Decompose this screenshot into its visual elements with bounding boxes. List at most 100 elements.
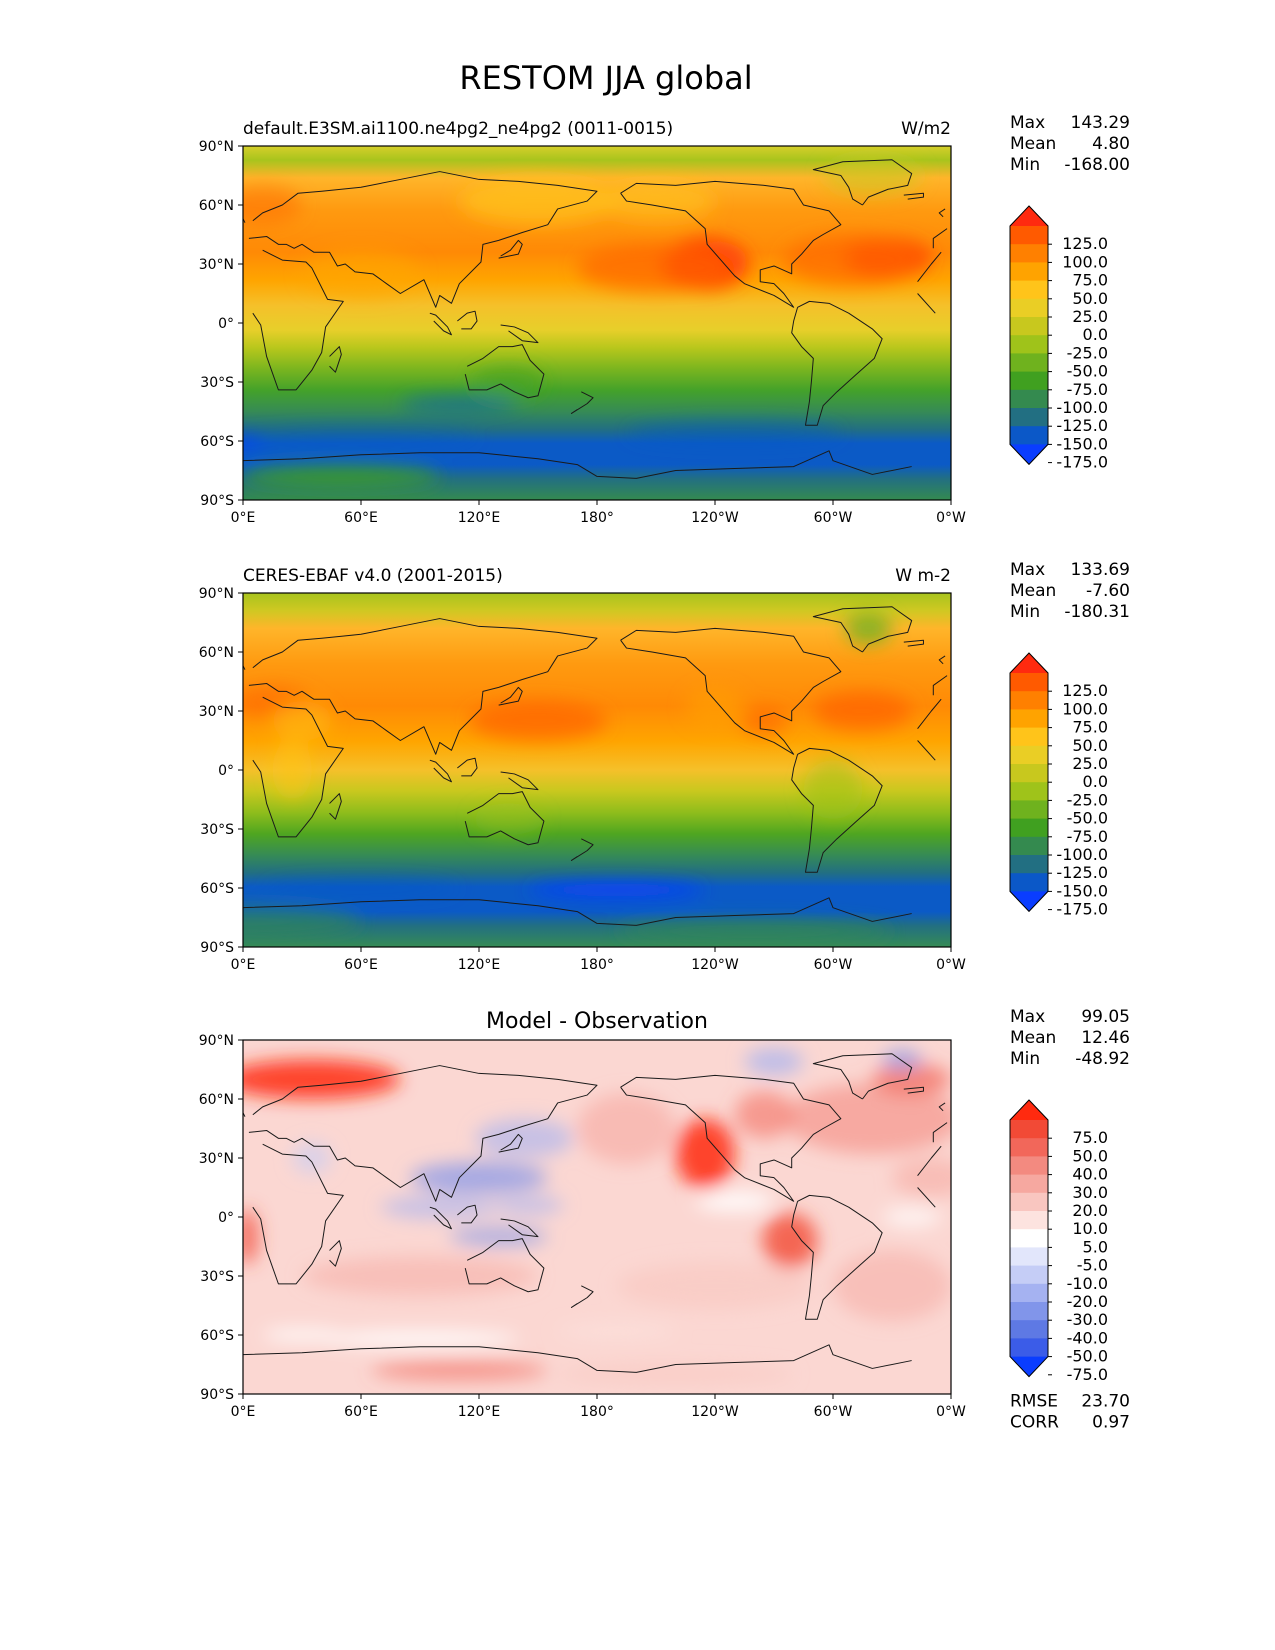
colorbar-segment [1010, 727, 1048, 747]
coastline-nz [570, 391, 594, 414]
y-tick-label: 30°N [199, 704, 234, 720]
colorbar-segment [1010, 1156, 1048, 1176]
field-blob [528, 882, 706, 898]
field-blob [321, 1331, 519, 1347]
coastline-namerica [620, 627, 842, 755]
colorbar-label: -25.0 [1067, 343, 1108, 362]
colorbar-segment [1010, 1192, 1048, 1212]
field-blob [473, 803, 544, 835]
coastline-sumatra [429, 312, 452, 336]
field-blob [577, 244, 735, 292]
x-tick-label: 60°W [814, 1404, 853, 1420]
x-tick-label: 120°E [458, 957, 501, 973]
y-tick-label: 60°S [200, 1328, 234, 1344]
colorbar-label: 75.0 [1072, 718, 1108, 737]
coastline-madagascar [329, 1240, 342, 1267]
x-tick-label: 120°W [691, 510, 739, 526]
field-blob [492, 1195, 564, 1216]
y-tick-label: 90°S [200, 940, 234, 956]
colorbar-label: -50.0 [1067, 1347, 1108, 1366]
colorbar-segment [1010, 280, 1048, 300]
field-blob [459, 177, 617, 225]
stat-value-max: 99.05 [1081, 1007, 1130, 1027]
colorbar-label: 30.0 [1072, 1183, 1108, 1202]
stats-block: Max 133.69 Mean -7.60 Min -180.31 [1010, 560, 1130, 622]
y-tick-label: 30°N [199, 257, 234, 273]
panel-left-title: default.E3SM.ai1100.ne4pg2_ne4pg2 (0011-… [243, 119, 673, 139]
map-panel-1: 0°E 60°E 120°E 180° 120°W 60°W 0°W 90°N 60°N 30°N… [199, 113, 1130, 526]
x-tick-label: 0°W [936, 957, 966, 973]
colorbar-label: -75.0 [1067, 1365, 1108, 1384]
panels-group: 0°E 60°E 120°E 180° 120°W 60°W 0°W 90°N 60°N 30°N… [199, 113, 1130, 1433]
colorbar-segment [1010, 1229, 1048, 1248]
colorbar-label: 25.0 [1072, 754, 1108, 773]
colorbar-label: -175.0 [1056, 900, 1108, 919]
colorbar-label: -10.0 [1067, 1274, 1108, 1293]
metrics-block: RMSE 23.70 CORR 0.97 [1010, 1392, 1130, 1433]
stat-value-min: -180.31 [1064, 602, 1130, 622]
coastline-antarctica [243, 1344, 912, 1373]
field-blob [272, 740, 312, 800]
colorbar-segment [1010, 691, 1048, 710]
colorbar-label: -100.0 [1056, 398, 1108, 417]
colorbar-segment [1010, 709, 1048, 729]
colorbar-label: -5.0 [1077, 1256, 1108, 1275]
colorbar-segment [1010, 335, 1048, 354]
y-tick-label: 30°N [199, 1151, 234, 1167]
coastline-greenland [812, 606, 913, 653]
metric-label-corr: CORR [1010, 1413, 1059, 1433]
x-tick-label: 180° [580, 1404, 614, 1420]
colorbar-segment [1010, 745, 1048, 765]
field-blob [685, 687, 745, 727]
stat-label-min: Min [1010, 1049, 1040, 1069]
coastline-borneo [457, 1204, 478, 1224]
field-blob [813, 691, 912, 731]
coastline-eurasia [248, 1065, 598, 1202]
colorbar-segment [1010, 1174, 1048, 1194]
coastline-namerica [620, 180, 842, 308]
colorbar-label: -40.0 [1067, 1328, 1108, 1347]
coastline-eurasia [248, 171, 598, 308]
colorbar-segment [1010, 764, 1048, 783]
field-blob [833, 1250, 951, 1322]
stat-label-max: Max [1010, 1007, 1045, 1027]
coastline-antarctica [243, 897, 912, 926]
colorbar-segment [1010, 353, 1048, 373]
field-blob [302, 1256, 538, 1296]
field-blob [243, 1209, 259, 1265]
field-blob [577, 1093, 676, 1164]
coastline-japan [498, 1133, 523, 1153]
colorbar-segment [1010, 371, 1048, 391]
field-blob [272, 701, 332, 741]
coastline-africa [917, 1145, 942, 1177]
field-blob [449, 1226, 548, 1247]
field-blob [292, 1142, 332, 1174]
stats-block: Max 143.29 Mean 4.80 Min -168.00 [1010, 113, 1130, 175]
coastline-africa [917, 698, 942, 730]
panel-units: W m-2 [895, 566, 951, 586]
map-axes: 0°E 60°E 120°E 180° 120°W 60°W 0°W 90°N 60°N 30°N… [199, 1033, 966, 1420]
coastline-madagascar [329, 346, 342, 373]
colorbar-label: -30.0 [1067, 1310, 1108, 1329]
x-tick-label: 120°E [458, 1404, 501, 1420]
colorbar-label: 40.0 [1072, 1165, 1108, 1184]
stat-label-min: Min [1010, 602, 1040, 622]
colorbar-label: 25.0 [1072, 307, 1108, 326]
colorbar-label: -75.0 [1067, 827, 1108, 846]
field-blob [243, 1059, 401, 1099]
field-blob [262, 878, 460, 898]
stat-label-mean: Mean [1010, 1028, 1056, 1048]
stat-value-min: -48.92 [1075, 1049, 1130, 1069]
coastlines [243, 1053, 948, 1373]
colorbar-label: -20.0 [1067, 1292, 1108, 1311]
field-blob [892, 1158, 951, 1198]
colorbar-segment [1010, 873, 1048, 892]
colorbar-label: 0.0 [1083, 325, 1108, 344]
colorbar-segment [1010, 298, 1048, 318]
x-tick-label: 60°E [344, 510, 378, 526]
field-blob [783, 234, 922, 286]
coastline-africa [252, 696, 344, 838]
coastline-nz [570, 838, 594, 861]
x-tick-label: 60°E [344, 957, 378, 973]
